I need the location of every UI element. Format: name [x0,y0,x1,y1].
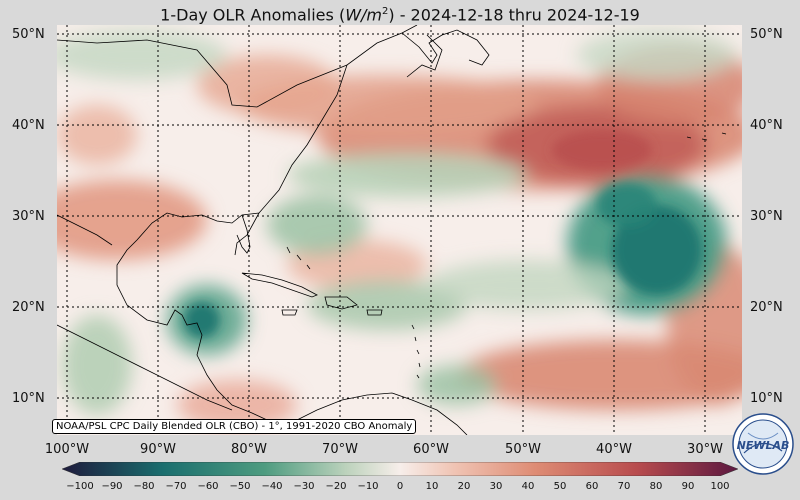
lon-label-50w: 50°W [505,442,541,457]
newlab-logo-icon: NEWLAB [732,413,794,475]
colorbar-tick-label: 40 [521,481,535,492]
colorbar [62,462,738,476]
lon-label-70w: 70°W [322,442,358,457]
colorbar-tick-label: 30 [489,481,503,492]
map-title: 1-Day OLR Anomalies (W/m2) - 2024-12-18 … [160,5,640,25]
colorbar-tick-label: −30 [293,481,315,492]
colorbar-tick-label: −60 [197,481,219,492]
lat-label-30n-left: 30°N [12,209,45,224]
lat-label-50n-left: 50°N [12,27,45,42]
data-source-label: NOAA/PSL CPC Daily Blended OLR (CBO) - 1… [52,419,417,434]
colorbar-tick-label: −20 [325,481,347,492]
lat-label-40n-right: 40°N [750,118,783,133]
colorbar-tick-label: −80 [133,481,155,492]
colorbar-tick-label: 80 [649,481,663,492]
lon-label-60w: 60°W [413,442,449,457]
lat-label-30n-right: 30°N [750,209,783,224]
lat-label-10n-right: 10°N [750,391,783,406]
lon-label-80w: 80°W [231,442,267,457]
coastlines [57,25,727,435]
lat-label-20n-right: 20°N [750,300,783,315]
lat-label-20n-left: 20°N [12,300,45,315]
colorbar-tick-label: −90 [101,481,123,492]
colorbar-tick-label: 100 [710,481,730,492]
lon-label-40w: 40°W [596,442,632,457]
lat-label-40n-left: 40°N [12,118,45,133]
colorbar-tick-label: 10 [425,481,439,492]
colorbar-gradient [62,462,738,476]
lat-label-50n-right: 50°N [750,27,783,42]
colorbar-tick-label: 50 [553,481,567,492]
colorbar-tick-label: 20 [457,481,471,492]
colorbar-tick-label: 0 [396,481,404,492]
lon-label-90w: 90°W [140,442,176,457]
colorbar-tick-label: −40 [261,481,283,492]
colorbar-tick-label: 70 [617,481,631,492]
colorbar-tick-label: −10 [357,481,379,492]
map-canvas [57,25,742,435]
colorbar-tick-label: −70 [165,481,187,492]
colorbar-tick-label: −50 [229,481,251,492]
colorbar-tick-label: −100 [66,481,94,492]
colorbar-tick-label: 90 [681,481,695,492]
olr-anomaly-map [57,25,742,435]
lon-label-30w: 30°W [687,442,723,457]
colorbar-tick-label: 60 [585,481,599,492]
svg-text:NEWLAB: NEWLAB [737,439,790,452]
lat-label-10n-left: 10°N [12,391,45,406]
lon-label-100w: 100°W [44,442,90,457]
gridlines [57,25,742,435]
